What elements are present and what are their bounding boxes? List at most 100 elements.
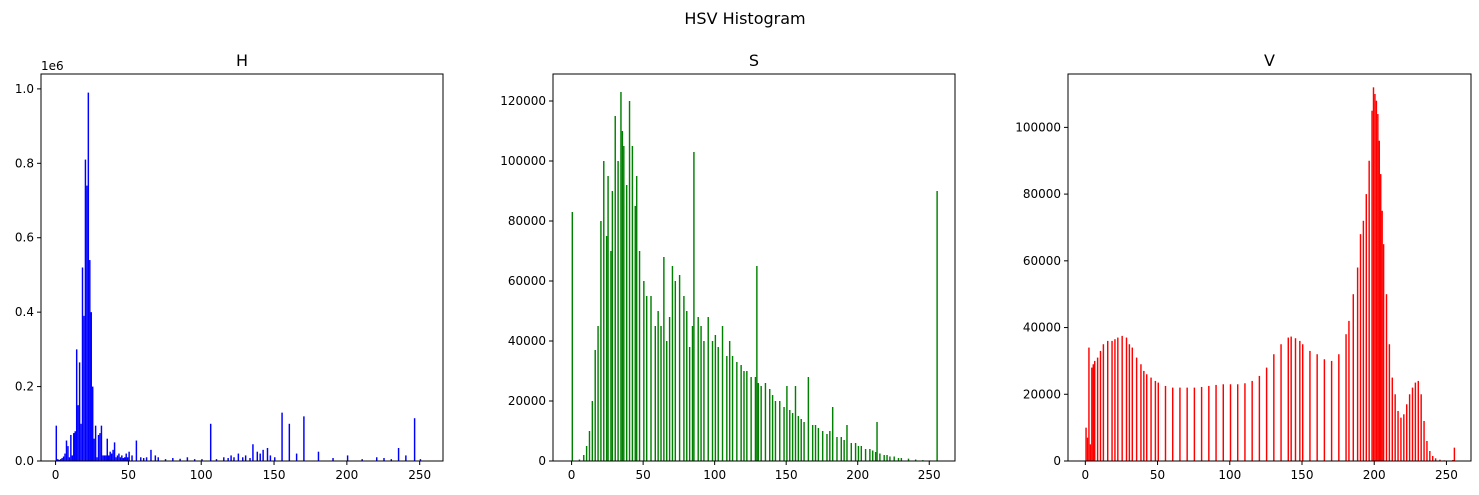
bar-s-95	[707, 317, 709, 461]
bar-s-188	[840, 437, 842, 461]
bar-h-115	[223, 457, 225, 461]
bar-h-106	[209, 423, 212, 461]
bar-s-34	[620, 92, 622, 461]
bar-s-5	[578, 459, 581, 461]
bar-h-65	[150, 449, 152, 461]
bar-h-36	[108, 455, 110, 461]
subplot-title-s: S	[749, 51, 759, 70]
bar-v-202	[1377, 114, 1379, 461]
bar-s-118	[740, 365, 742, 461]
bar-s-45	[635, 176, 638, 461]
ytick-label-s-100000: 100000	[500, 154, 546, 168]
ytick-label-s-20000: 20000	[508, 394, 546, 408]
bar-v-255	[1453, 447, 1456, 461]
bar-s-100	[714, 335, 717, 461]
subplot-title-h: H	[236, 51, 248, 70]
bar-v-40	[1143, 370, 1145, 461]
bar-s-128	[754, 377, 757, 461]
bar-v-85	[1208, 385, 1210, 461]
bar-v-115	[1251, 380, 1253, 461]
ytick-label-h-400000: 0.4	[15, 305, 34, 319]
bar-v-224	[1408, 394, 1411, 461]
bar-s-88	[697, 317, 699, 461]
bar-h-147	[269, 455, 272, 461]
bar-h-75	[164, 459, 167, 461]
bar-v-150	[1302, 344, 1304, 461]
bar-s-182	[831, 407, 834, 461]
bar-h-58	[140, 457, 142, 461]
bar-s-142	[774, 401, 777, 461]
bar-s-129	[756, 266, 758, 461]
xtick-label-s-50: 50	[635, 468, 650, 482]
bar-h-16	[78, 362, 81, 461]
bar-h-4	[61, 458, 63, 461]
ytick-label-v-60000: 60000	[1023, 254, 1061, 268]
ytick-label-h-800000: 0.8	[15, 156, 34, 170]
bar-h-47	[124, 457, 126, 461]
xtick-label-h-100: 100	[190, 468, 213, 482]
bar-v-28	[1125, 337, 1128, 461]
bar-s-28	[611, 191, 614, 461]
bar-h-31	[100, 425, 103, 461]
xtick-label-v-50: 50	[1150, 468, 1165, 482]
bar-h-165	[295, 453, 298, 461]
xtick-label-s-250: 250	[918, 468, 941, 482]
bar-s-170	[814, 425, 817, 461]
bar-s-140	[771, 395, 774, 461]
bar-s-108	[726, 356, 728, 461]
bar-s-60	[657, 311, 659, 461]
xtick-label-s-0: 0	[568, 468, 576, 482]
bar-h-49	[126, 457, 129, 461]
bar-v-160	[1316, 354, 1318, 461]
ytick-label-v-40000: 40000	[1023, 321, 1061, 335]
bar-v-4	[1091, 367, 1093, 461]
bar-v-210	[1388, 344, 1391, 461]
bar-v-236	[1426, 440, 1428, 461]
offset-text-h: 1e6	[41, 59, 64, 73]
bar-v-90	[1215, 384, 1217, 461]
bar-v-228	[1414, 382, 1417, 461]
bar-s-178	[826, 434, 828, 461]
bar-h-118	[227, 458, 229, 461]
bar-s-228	[897, 458, 900, 461]
bar-h-29	[97, 434, 100, 461]
bar-v-192	[1362, 220, 1365, 461]
bar-v-242	[1434, 458, 1437, 461]
bar-v-198	[1371, 110, 1373, 461]
bar-v-230	[1417, 380, 1419, 461]
bar-s-125	[750, 377, 752, 461]
bar-s-158	[797, 416, 800, 461]
bar-s-156	[794, 386, 797, 461]
bar-h-90	[186, 457, 189, 461]
bar-v-142	[1290, 336, 1292, 461]
bar-s-215	[879, 453, 881, 461]
bar-h-28	[96, 457, 98, 461]
bar-s-82	[688, 347, 691, 461]
bar-v-22	[1117, 337, 1119, 461]
bar-v-20	[1114, 339, 1116, 461]
bar-v-165	[1323, 359, 1326, 461]
bar-s-12	[588, 431, 591, 461]
bar-v-170	[1330, 360, 1333, 461]
bar-v-1	[1086, 437, 1089, 461]
bar-s-255	[936, 191, 938, 461]
bar-v-130	[1273, 354, 1275, 461]
bar-h-35	[106, 438, 108, 461]
bar-s-32	[617, 161, 619, 461]
xtick-label-h-200: 200	[335, 468, 358, 482]
bar-h-30	[99, 433, 101, 461]
xtick-label-v-0: 0	[1082, 468, 1090, 482]
bar-s-168	[811, 425, 814, 461]
bar-s-38	[625, 185, 628, 461]
bar-s-25	[607, 176, 609, 461]
bar-v-100	[1229, 384, 1232, 461]
ytick-label-h-0: 0.0	[15, 454, 34, 468]
bar-v-95	[1222, 384, 1224, 461]
bar-h-20	[84, 159, 87, 461]
bar-s-80	[686, 311, 688, 461]
bar-s-58	[654, 326, 656, 461]
bar-h-23	[89, 260, 91, 461]
bar-h-34	[105, 455, 107, 461]
bar-h-52	[131, 455, 133, 461]
xtick-label-h-50: 50	[121, 468, 136, 482]
